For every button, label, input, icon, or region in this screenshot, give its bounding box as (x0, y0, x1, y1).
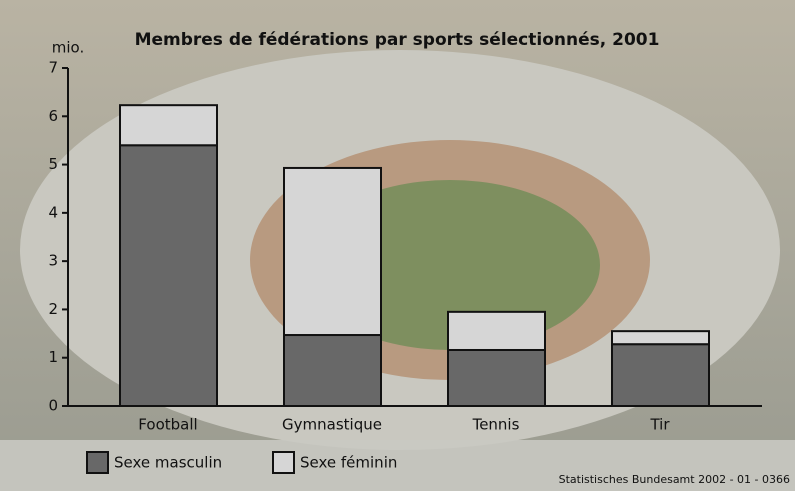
legend-swatch (272, 451, 295, 474)
chart-title: Membres de fédérations par sports sélect… (135, 30, 660, 50)
y-tick-label: 1 (48, 348, 58, 366)
y-tick-label: 6 (48, 107, 58, 125)
bar-segment (611, 343, 710, 407)
x-tick-label: Tir (649, 416, 670, 434)
y-axis-label: mio. (52, 39, 84, 57)
y-tick-label: 0 (48, 397, 58, 415)
source: Statistisches Bundesamt 2002 - 01 - 0366 (559, 473, 790, 486)
bar-segment (119, 104, 218, 147)
y-tick-label: 3 (48, 252, 58, 270)
y-tick-label: 5 (48, 155, 58, 173)
y-tick-label: 7 (48, 59, 58, 77)
x-tick-label: Tennis (472, 416, 520, 434)
legend-swatch (86, 451, 109, 474)
y-tick-label: 4 (48, 203, 58, 221)
x-tick-label: Football (138, 416, 197, 434)
bar-segment (611, 330, 710, 346)
footer-band (0, 440, 795, 491)
legend-label: Sexe masculin (114, 454, 222, 472)
y-tick-label: 2 (48, 300, 58, 318)
bar-segment (447, 310, 546, 351)
bar-segment (447, 348, 546, 408)
x-tick-label: Gymnastique (282, 416, 382, 434)
bar-segment (283, 334, 382, 407)
legend-label: Sexe féminin (300, 454, 397, 472)
bar-segment (119, 144, 218, 407)
bar-segment (283, 166, 382, 337)
